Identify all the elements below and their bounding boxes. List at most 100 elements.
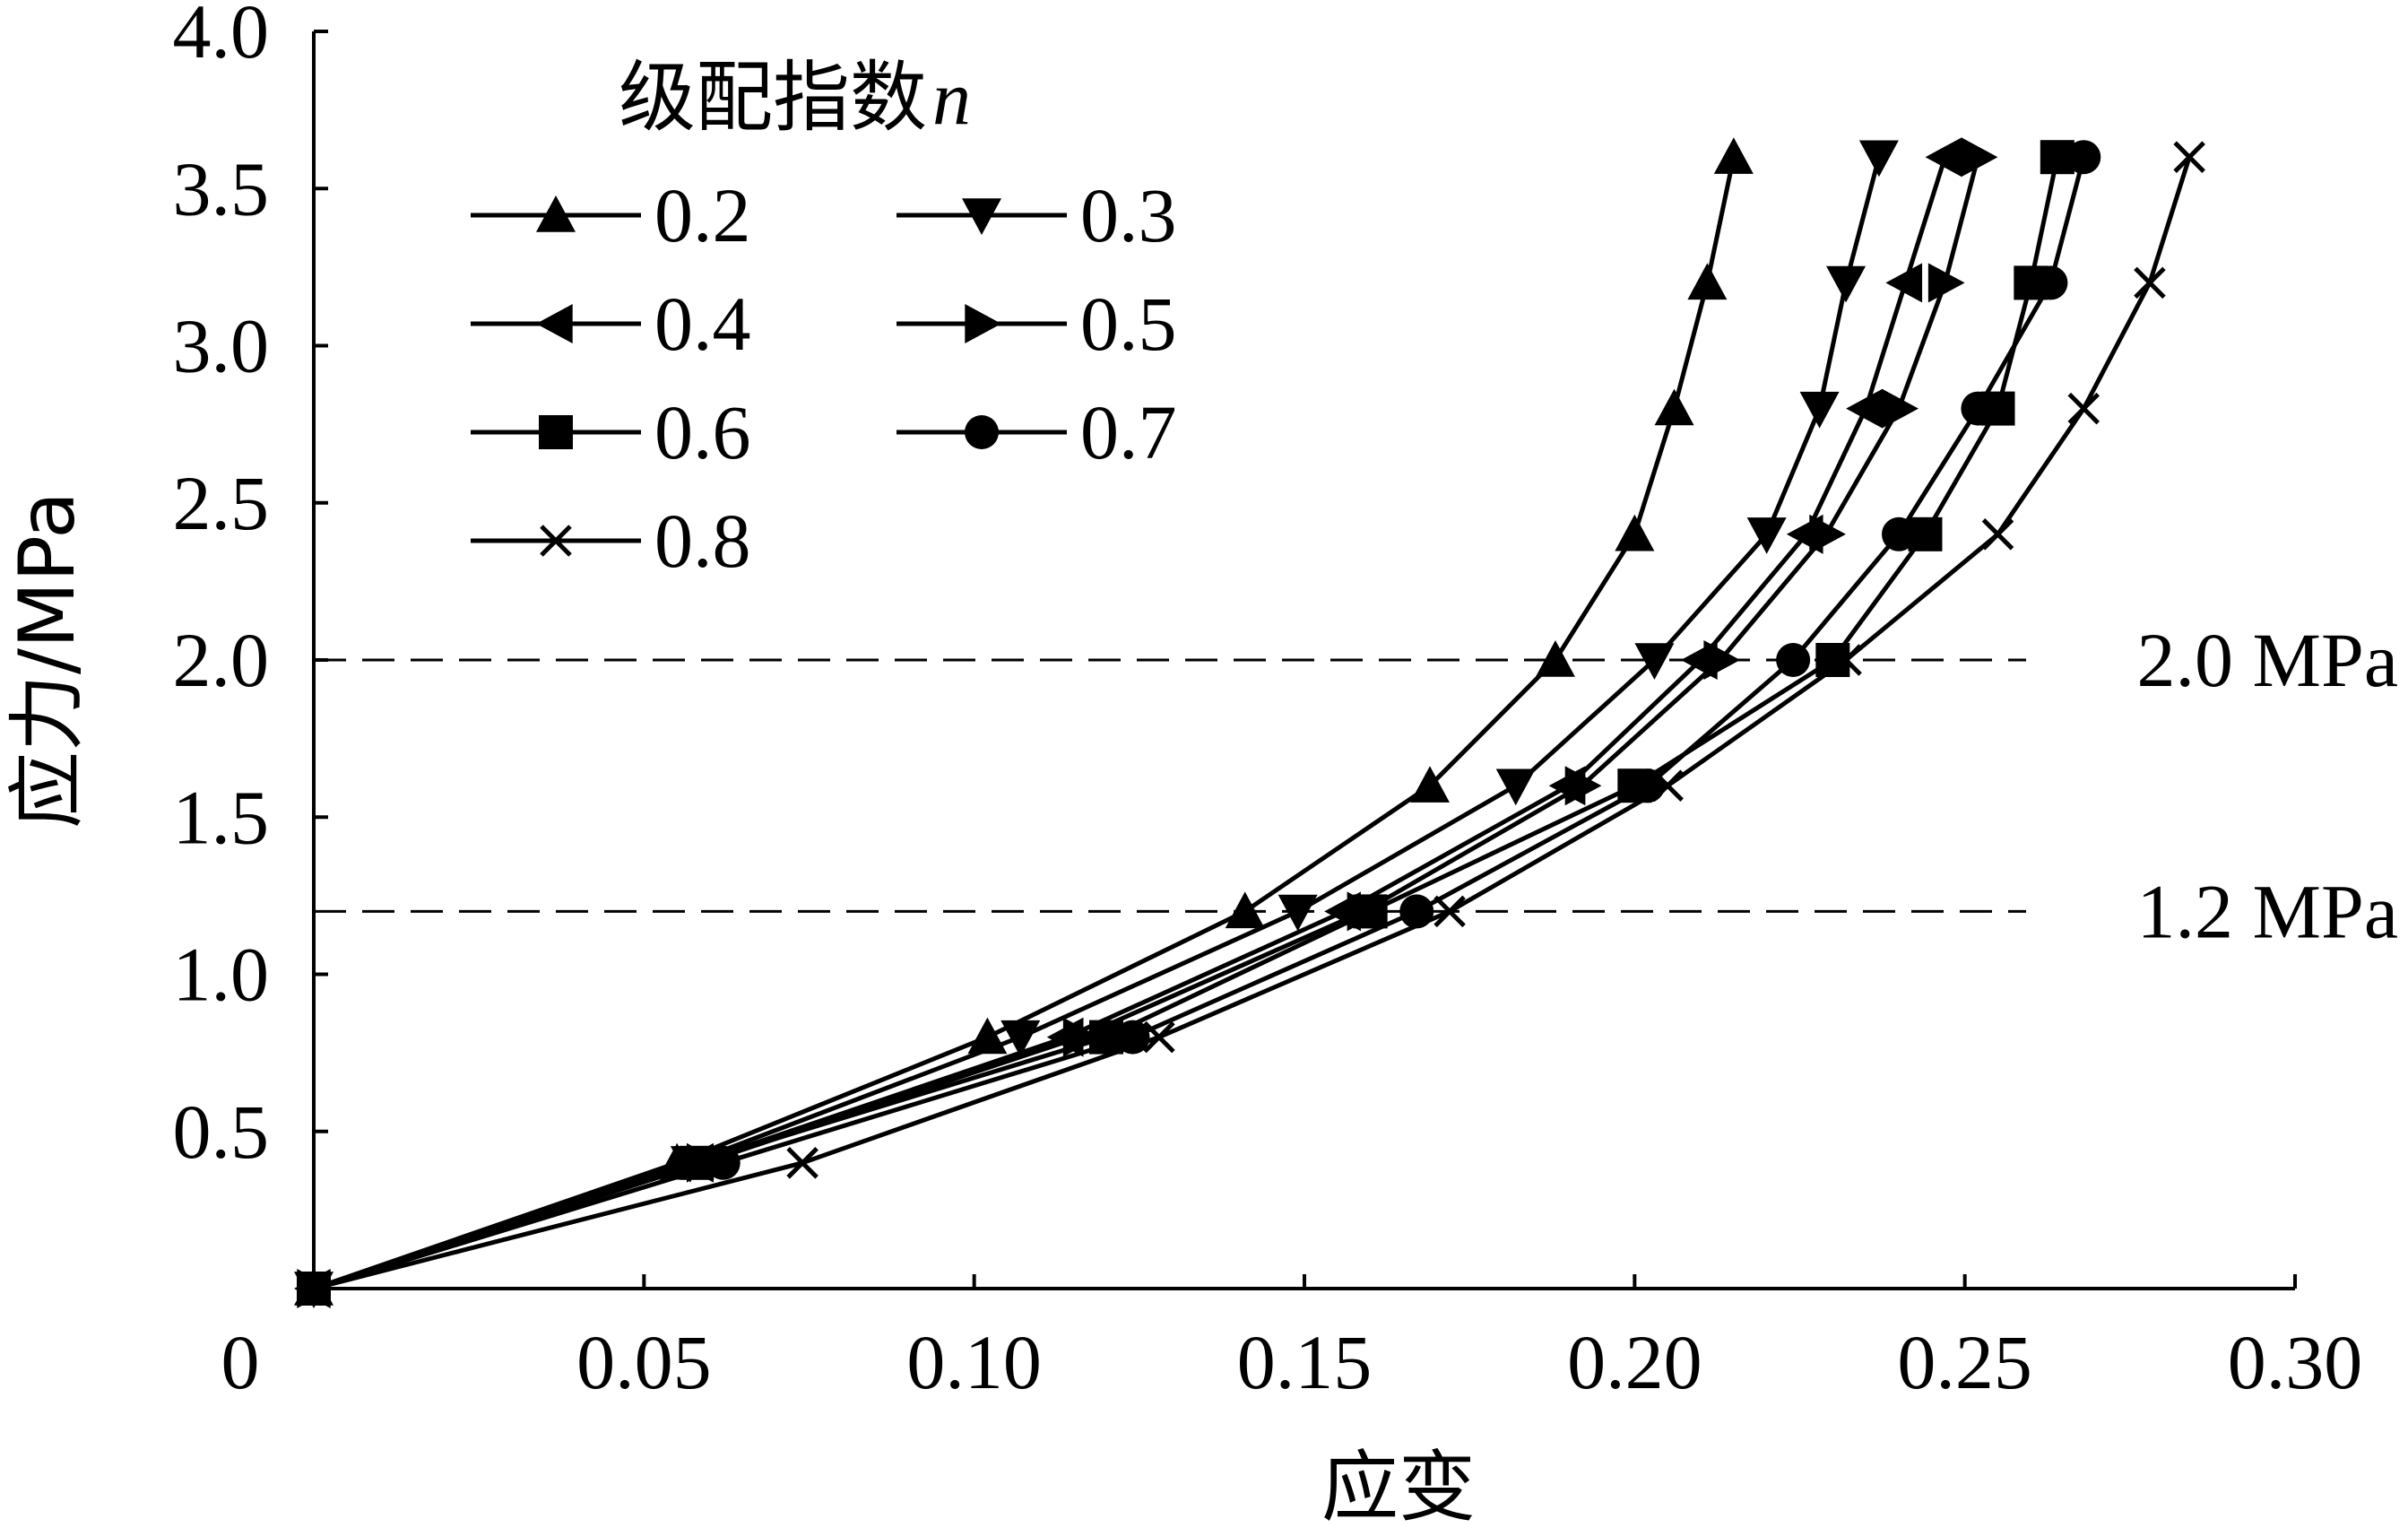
x-tick-label: 0 (221, 1319, 260, 1405)
x-tick-label: 0.10 (906, 1319, 1042, 1405)
data-point-triangle-down (1858, 140, 1899, 178)
reference-lines: 2.0 MPa 1.2 MPa (314, 617, 2398, 954)
legend-title-text: 级配指数 (619, 53, 927, 143)
data-point-triangle-left (1846, 388, 1883, 429)
legend-label: 0.3 (1080, 172, 1177, 258)
y-axis-ticks: 0.5 1.0 1.5 2.0 2.5 3.0 3.5 4.0 (173, 0, 328, 1175)
data-point-x (1143, 1020, 1175, 1054)
series-line (313, 156, 2060, 1291)
data-series (294, 137, 2205, 1308)
legend-item: 0.4 (471, 281, 751, 367)
legend-item: 0.5 (897, 281, 1177, 367)
legend-marker-circle (965, 415, 999, 449)
legend-marker-x (540, 525, 572, 557)
x-axis-ticks: 0 0.05 0.10 0.15 0.20 0.25 0.30 (221, 1274, 2363, 1405)
data-point-triangle-up (1535, 640, 1575, 677)
data-point-triangle-down (1634, 643, 1675, 680)
data-point-x (298, 1272, 330, 1305)
data-point-triangle-right (1564, 766, 1602, 806)
data-point-triangle-down (1000, 1020, 1041, 1057)
series-line (313, 156, 1882, 1291)
legend-marker-triangle-up (536, 195, 576, 232)
data-point-circle (1961, 391, 1996, 426)
x-tick-label: 0.25 (1897, 1319, 2032, 1405)
legend-item: 0.7 (897, 389, 1177, 475)
data-point-x (1434, 895, 1466, 928)
data-point-x (2067, 392, 2101, 425)
data-point-circle (1776, 643, 1811, 677)
data-point-triangle-right (1809, 514, 1846, 554)
legend-items: 0.2 0.3 0.4 0.5 0.6 0.7 0.8 (471, 172, 1177, 584)
data-point-triangle-right (1927, 263, 1965, 303)
data-point-triangle-down (1278, 894, 1318, 932)
legend-label: 0.8 (654, 498, 751, 584)
x-tick-label: 0.30 (2228, 1319, 2363, 1405)
series-line (313, 156, 2086, 1291)
data-point-triangle-up (1409, 766, 1450, 803)
data-point-x (1830, 644, 1862, 676)
legend-marker-triangle-left (536, 304, 573, 343)
data-point-x (1651, 769, 1684, 802)
legend-item: 0.3 (897, 172, 1177, 258)
y-axis-title: 应力/MPa (3, 491, 92, 829)
legend-marker-triangle-down (962, 198, 1001, 235)
series-line (313, 156, 2192, 1291)
data-point-triangle-up (1713, 137, 1754, 174)
y-tick-label: 1.5 (173, 774, 270, 860)
legend-title-variable: n (932, 55, 971, 141)
data-point-triangle-up (1615, 514, 1655, 551)
series-0.2 (294, 137, 1754, 1306)
series-line (313, 156, 1737, 1291)
x-tick-label: 0.05 (576, 1319, 712, 1405)
data-point-triangle-right (1961, 137, 1998, 178)
legend-label: 0.2 (654, 172, 751, 258)
y-tick-label: 0.5 (173, 1089, 270, 1175)
legend-marker-square (539, 415, 573, 449)
legend: 级配指数n 0.2 0.3 0.4 0.5 0.6 0.7 0.8 (471, 53, 1177, 584)
y-tick-label: 2.0 (173, 617, 270, 703)
data-point-triangle-down (1826, 265, 1867, 303)
x-tick-label: 0.20 (1567, 1319, 1702, 1405)
y-tick-label: 3.5 (173, 145, 270, 231)
y-tick-label: 4.0 (173, 0, 270, 74)
legend-label: 0.4 (654, 281, 751, 367)
legend-item: 0.2 (471, 172, 751, 258)
data-point-triangle-up (1687, 263, 1728, 300)
series-line (313, 156, 1980, 1291)
reference-line-label: 1.2 MPa (2137, 868, 2398, 954)
legend-item: 0.6 (471, 389, 751, 475)
data-point-triangle-right (1882, 388, 1919, 429)
data-point-triangle-right (1703, 640, 1741, 680)
x-tick-label: 0.15 (1237, 1319, 1373, 1405)
legend-label: 0.5 (1080, 281, 1177, 367)
y-tick-label: 3.0 (173, 303, 270, 389)
data-point-triangle-left (1925, 137, 1962, 178)
legend-label: 0.7 (1080, 389, 1177, 475)
x-axis-title: 应变 (1321, 1443, 1476, 1528)
data-point-triangle-down (1799, 391, 1840, 429)
series-line (313, 156, 1947, 1291)
legend-item: 0.8 (471, 498, 751, 584)
y-tick-label: 2.5 (173, 460, 270, 546)
data-point-circle (706, 1145, 741, 1180)
series-0.8 (298, 141, 2205, 1305)
data-point-square (1353, 894, 1388, 929)
y-tick-label: 1.0 (173, 932, 270, 1018)
data-point-circle (2033, 265, 2068, 300)
data-point-triangle-up (1225, 891, 1265, 929)
data-point-x (1981, 518, 2014, 551)
reference-line-label: 2.0 MPa (2137, 617, 2398, 703)
data-point-triangle-up (1654, 388, 1694, 426)
legend-marker-triangle-right (965, 304, 1001, 343)
data-point-triangle-left (1885, 263, 1923, 303)
data-point-circle (2066, 140, 2101, 175)
legend-label: 0.6 (654, 389, 751, 475)
data-point-triangle-down (1495, 768, 1536, 806)
data-point-x (2173, 141, 2205, 173)
data-point-circle (1882, 517, 1916, 551)
data-point-triangle-down (1746, 517, 1787, 554)
legend-title: 级配指数n (619, 53, 971, 143)
data-point-x (786, 1147, 819, 1179)
data-point-x (2134, 266, 2166, 300)
